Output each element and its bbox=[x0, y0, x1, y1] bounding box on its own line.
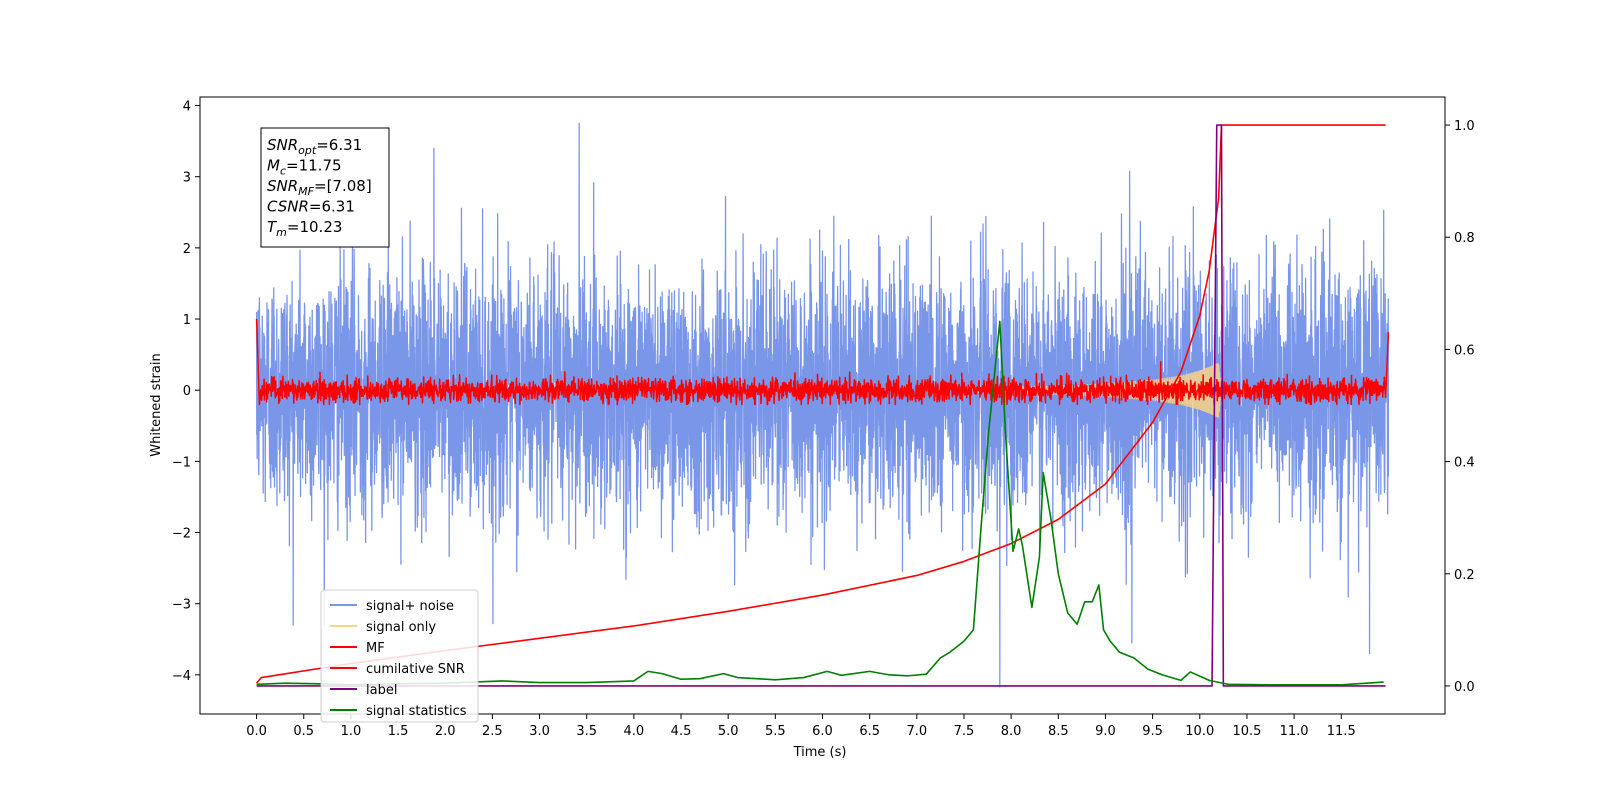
y-axis-title: Whitened strain bbox=[149, 353, 164, 456]
y-tick-label: −4 bbox=[172, 669, 191, 684]
legend-label: MF bbox=[366, 641, 385, 656]
y2-tick-label: 0.8 bbox=[1454, 231, 1475, 246]
annotation-var: T bbox=[267, 218, 278, 236]
y-tick-label: −2 bbox=[172, 527, 191, 542]
x-tick-label: 9.0 bbox=[1095, 724, 1116, 739]
y-tick-label: 1 bbox=[183, 313, 191, 328]
x-tick-label: 6.0 bbox=[812, 724, 833, 739]
x-tick-label: 0.5 bbox=[293, 724, 314, 739]
x-tick-label: 11.0 bbox=[1280, 724, 1309, 739]
annotation-sub: c bbox=[280, 165, 286, 178]
y-tick-label: 4 bbox=[183, 100, 191, 115]
annotation-var: SNR bbox=[267, 177, 298, 195]
y2-tick-label: 0.2 bbox=[1454, 568, 1475, 583]
x-tick-label: 8.0 bbox=[1001, 724, 1022, 739]
annotation-frame bbox=[260, 127, 390, 248]
y-tick-label: −1 bbox=[172, 455, 191, 470]
annotation-box: SNRopt=6.31Mc=11.75SNRMF=[7.08]CSNR=6.31… bbox=[260, 127, 390, 248]
annotation-value: =[7.08] bbox=[314, 177, 372, 195]
annotation-line: Mc=11.75 bbox=[267, 157, 342, 178]
annotation-line: Tm=10.23 bbox=[267, 218, 342, 239]
annotation-sub: opt bbox=[298, 144, 317, 157]
annotation-sub: m bbox=[276, 226, 287, 239]
x-tick-label: 4.5 bbox=[671, 724, 692, 739]
legend-label: label bbox=[366, 683, 397, 698]
legend-label: signal only bbox=[366, 620, 436, 635]
y2-tick-label: 0.6 bbox=[1454, 343, 1475, 358]
x-tick-label: 7.5 bbox=[954, 724, 975, 739]
y-tick-label: 0 bbox=[183, 384, 191, 399]
x-tick-label: 5.5 bbox=[765, 724, 786, 739]
annotation-value: =10.23 bbox=[287, 218, 343, 236]
legend-label: signal+ noise bbox=[366, 599, 454, 614]
annotation-line: SNRopt=6.31 bbox=[267, 136, 362, 157]
annotation-var: M bbox=[267, 157, 280, 175]
x-tick-label: 1.5 bbox=[388, 724, 409, 739]
y2-tick-label: 0.0 bbox=[1454, 680, 1475, 695]
annotation-var: CSNR bbox=[267, 198, 309, 216]
x-tick-label: 9.5 bbox=[1142, 724, 1163, 739]
x-tick-label: 11.5 bbox=[1327, 724, 1356, 739]
series-signal-statistics bbox=[256, 320, 1384, 686]
x-axis-title: Time (s) bbox=[793, 745, 847, 760]
y2-tick-label: 1.0 bbox=[1454, 119, 1475, 134]
legend-frame bbox=[320, 589, 479, 723]
x-tick-label: 1.0 bbox=[341, 724, 362, 739]
annotation-line: SNRMF=[7.08] bbox=[267, 177, 372, 198]
y2-tick-label: 0.4 bbox=[1454, 456, 1475, 471]
x-tick-label: 0.0 bbox=[246, 724, 267, 739]
axes: 0.0 0.5 1.0 1.5 2.0 2.5 3.0 3.5 4.0 4.5 5.0 5.5 6.0 6… bbox=[172, 100, 1475, 739]
x-tick-label: 3.0 bbox=[529, 724, 550, 739]
y-tick-label: 3 bbox=[183, 171, 191, 186]
annotation-var: SNR bbox=[267, 136, 298, 154]
y-tick-label: 2 bbox=[183, 242, 191, 257]
x-tick-label: 2.5 bbox=[482, 724, 503, 739]
series-mf bbox=[255, 319, 1390, 406]
x-tick-label: 10.5 bbox=[1232, 724, 1261, 739]
x-tick-label: 7.0 bbox=[906, 724, 927, 739]
y-tick-label: −3 bbox=[172, 598, 191, 613]
x-tick-label: 3.5 bbox=[576, 724, 597, 739]
x-tick-label: 8.5 bbox=[1048, 724, 1069, 739]
annotation-line: CSNR=6.31 bbox=[267, 198, 355, 216]
x-tick-label: 2.0 bbox=[435, 724, 456, 739]
legend: signal+ noise signal only MF cumilative SNR… bbox=[320, 589, 479, 723]
annotation-value: =11.75 bbox=[286, 157, 342, 175]
x-tick-label: 6.5 bbox=[859, 724, 880, 739]
legend-label: cumilative SNR bbox=[366, 662, 465, 677]
x-tick-label: 4.0 bbox=[624, 724, 645, 739]
annotation-sub: MF bbox=[298, 185, 314, 198]
annotation-value: =6.31 bbox=[316, 136, 362, 154]
legend-label: signal statistics bbox=[366, 704, 467, 719]
annotation-value: =6.31 bbox=[309, 198, 355, 216]
series-label bbox=[256, 124, 1386, 687]
x-tick-label: 5.0 bbox=[718, 724, 739, 739]
x-tick-label: 10.0 bbox=[1185, 724, 1214, 739]
